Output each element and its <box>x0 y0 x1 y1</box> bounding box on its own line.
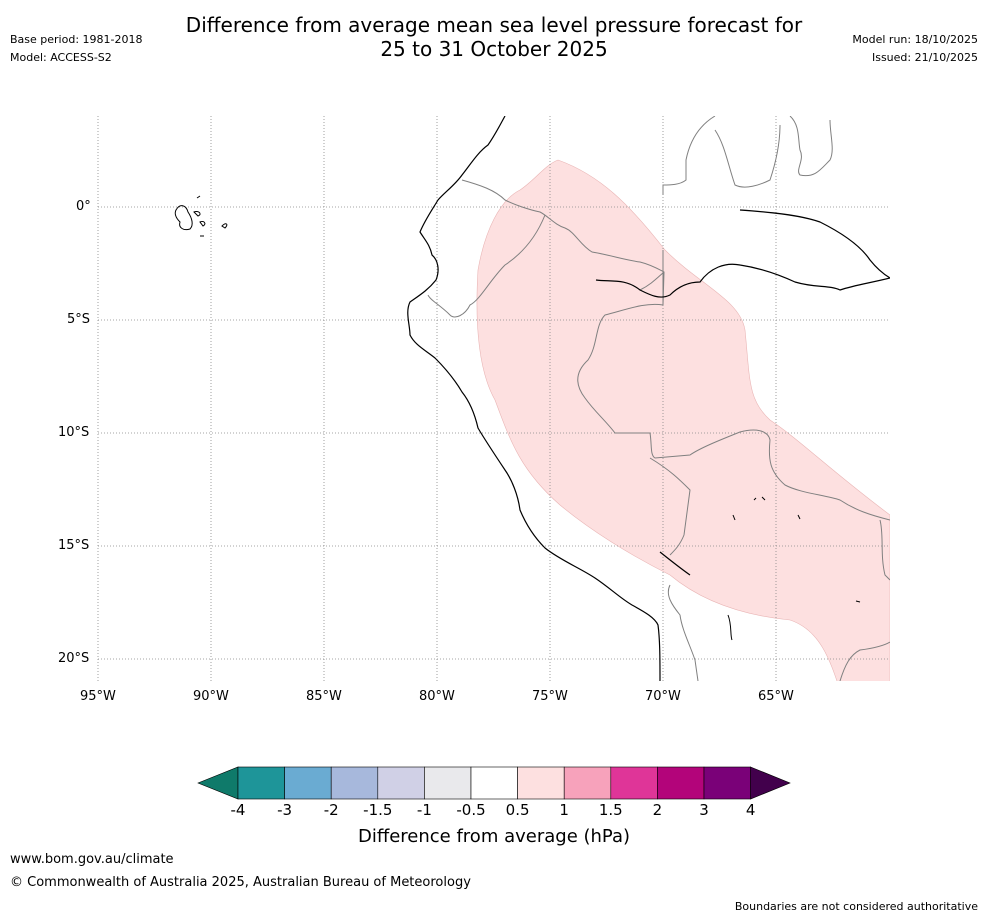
colorbar-segment <box>610 766 658 800</box>
copyright-text: © Commonwealth of Australia 2025, Austra… <box>10 875 471 890</box>
colorbar-tick-label: -0.5 <box>456 801 486 819</box>
lon-label-75w: 75°W <box>532 689 568 704</box>
colorbar-tick-label: 1.5 <box>598 801 623 819</box>
lat-label-15s: 15°S <box>58 538 90 553</box>
lat-label-10s: 10°S <box>58 425 90 440</box>
coastlines <box>407 116 890 681</box>
lakes <box>727 496 861 641</box>
colorbar-tick-label: -2 <box>323 801 339 819</box>
lon-label-65w: 65°W <box>758 689 794 704</box>
colorbar-title: Difference from average (hPa) <box>357 826 631 847</box>
disclaimer-text: Boundaries are not considered authoritat… <box>734 900 978 913</box>
colorbar-extend-high <box>750 766 791 800</box>
lon-label-85w: 85°W <box>306 689 342 704</box>
colorbar-segment <box>424 766 472 800</box>
model-text: Model: ACCESS-S2 <box>10 51 112 64</box>
colorbar-tick-label: -1.5 <box>363 801 393 819</box>
galapagos-islands <box>174 195 228 237</box>
country-borders <box>427 116 890 681</box>
colorbar-tick-label: 3 <box>699 801 709 819</box>
base-period-text: Base period: 1981-2018 <box>10 33 143 46</box>
colorbar-segment <box>330 766 379 800</box>
colorbar-segment <box>563 766 612 800</box>
colorbar-segment <box>284 766 332 800</box>
colorbar-segment <box>657 766 705 800</box>
colorbar-tick-label: 2 <box>652 801 663 819</box>
colorbar-segment <box>237 766 285 800</box>
colorbar-tick-label: 4 <box>745 801 756 819</box>
lon-label-90w: 90°W <box>193 689 229 704</box>
page-title: Difference from average mean sea level p… <box>0 13 988 61</box>
title-line-2: 25 to 31 October 2025 <box>380 37 608 61</box>
colorbar-tick-label: -4 <box>230 801 246 819</box>
lon-label-80w: 80°W <box>419 689 455 704</box>
colorbar-tick-label: 0.5 <box>505 801 530 819</box>
colorbar-tick-label: 1 <box>559 801 569 819</box>
colorbar-segment <box>470 766 518 800</box>
issued-text: Issued: 21/10/2025 <box>871 51 978 64</box>
title-line-1: Difference from average mean sea level p… <box>185 13 803 37</box>
lat-label-0: 0° <box>76 199 91 214</box>
model-run-text: Model run: 18/10/2025 <box>852 33 978 46</box>
lon-label-95w: 95°W <box>80 689 116 704</box>
colorbar-segment <box>703 766 751 800</box>
lon-label-70w: 70°W <box>645 689 681 704</box>
colorbar-extend-low <box>197 766 239 800</box>
graticule <box>97 116 890 681</box>
website-text: www.bom.gov.au/climate <box>10 852 174 867</box>
colorbar-segment <box>377 766 425 800</box>
colorbar-tick-label: -3 <box>277 801 293 819</box>
colorbar-segment <box>517 766 565 800</box>
lat-label-20s: 20°S <box>58 651 90 666</box>
anomaly-region <box>476 159 890 681</box>
colorbar-tick-label: -1 <box>416 801 432 819</box>
lat-label-5s: 5°S <box>67 312 91 327</box>
